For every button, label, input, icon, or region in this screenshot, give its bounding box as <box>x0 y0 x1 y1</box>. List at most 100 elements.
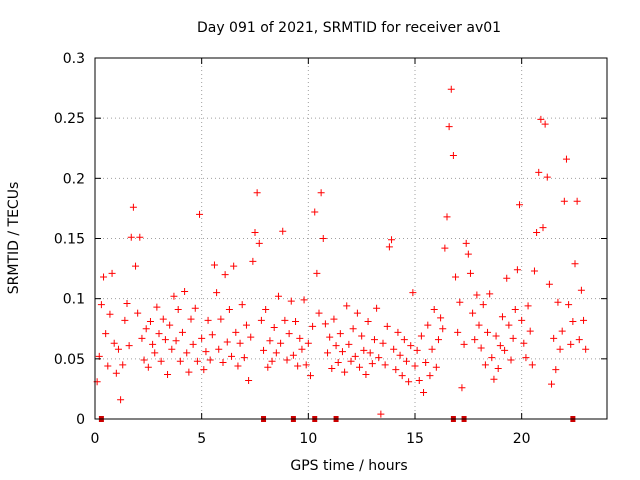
data-point <box>132 262 140 270</box>
data-point <box>409 289 417 297</box>
data-point <box>321 320 329 328</box>
data-point <box>300 296 308 304</box>
data-point <box>317 189 325 197</box>
data-point <box>539 224 547 232</box>
data-point <box>260 346 268 354</box>
data-point <box>324 349 332 357</box>
data-point <box>311 208 319 216</box>
data-point <box>347 357 355 365</box>
data-point <box>117 396 125 404</box>
data-point <box>127 233 135 241</box>
data-point <box>170 292 178 300</box>
data-point <box>198 334 206 342</box>
data-point <box>176 357 184 365</box>
data-point <box>396 351 404 359</box>
data-point <box>430 305 438 313</box>
data-point <box>434 336 442 344</box>
data-point <box>294 362 302 370</box>
data-point <box>343 302 351 310</box>
data-points <box>93 85 590 418</box>
data-point <box>530 267 538 275</box>
data-point <box>432 363 440 371</box>
data-point <box>108 269 116 277</box>
data-point <box>104 362 112 370</box>
data-point <box>524 302 532 310</box>
data-point <box>484 328 492 336</box>
data-point <box>136 233 144 241</box>
data-point <box>245 376 253 384</box>
data-point <box>464 250 472 258</box>
data-point <box>358 332 366 340</box>
data-point <box>407 342 415 350</box>
data-point <box>292 318 300 326</box>
data-point <box>238 301 246 309</box>
data-point <box>144 363 152 371</box>
data-point <box>221 271 229 279</box>
x-tick-label: 15 <box>406 431 424 447</box>
data-point <box>507 356 515 364</box>
data-point <box>501 346 509 354</box>
data-point <box>102 330 110 338</box>
data-point <box>498 313 506 321</box>
data-point <box>106 310 114 318</box>
data-point <box>509 334 517 342</box>
data-point <box>309 322 317 330</box>
data-point <box>204 316 212 324</box>
data-point <box>552 366 560 374</box>
x-axis-label: GPS time / hours <box>290 458 407 474</box>
data-point <box>362 370 370 378</box>
data-point <box>447 85 455 93</box>
data-point <box>200 366 208 374</box>
data-point <box>187 315 195 323</box>
data-point <box>377 410 385 418</box>
data-point <box>142 325 150 333</box>
data-point <box>129 203 137 211</box>
data-point <box>473 291 481 299</box>
data-point <box>326 333 334 341</box>
data-point <box>533 228 541 236</box>
data-point <box>112 369 120 377</box>
data-point <box>202 348 210 356</box>
data-point <box>161 336 169 344</box>
data-point <box>225 305 233 313</box>
chart-title: Day 091 of 2021, SRMTID for receiver av0… <box>197 20 501 36</box>
data-point <box>210 261 218 269</box>
data-point <box>545 280 553 288</box>
data-point <box>379 339 387 347</box>
data-point <box>217 315 225 323</box>
data-point <box>520 339 528 347</box>
data-point <box>234 362 242 370</box>
data-point <box>505 321 513 329</box>
data-point <box>268 357 276 365</box>
data-point <box>215 345 223 353</box>
data-point <box>492 332 500 340</box>
data-point <box>424 321 432 329</box>
data-point <box>550 334 558 342</box>
data-point <box>381 361 389 369</box>
data-point <box>332 342 340 350</box>
data-point <box>368 360 376 368</box>
y-axis-label: SRMTID / TECUs <box>6 182 22 295</box>
data-point <box>164 370 172 378</box>
data-point <box>516 201 524 209</box>
data-point <box>338 348 346 356</box>
data-point <box>415 376 423 384</box>
data-point <box>249 257 257 265</box>
data-point <box>298 345 306 353</box>
data-point <box>240 354 248 362</box>
data-point <box>466 269 474 277</box>
data-point <box>196 210 204 218</box>
data-point <box>370 336 378 344</box>
data-point <box>541 120 549 128</box>
data-point <box>437 314 445 322</box>
data-point <box>535 168 543 176</box>
data-point <box>287 297 295 305</box>
data-point <box>277 339 285 347</box>
data-point <box>296 334 304 342</box>
data-point <box>193 357 201 365</box>
data-point <box>97 301 105 309</box>
data-point <box>528 361 536 369</box>
data-point <box>257 316 265 324</box>
data-point <box>518 316 526 324</box>
